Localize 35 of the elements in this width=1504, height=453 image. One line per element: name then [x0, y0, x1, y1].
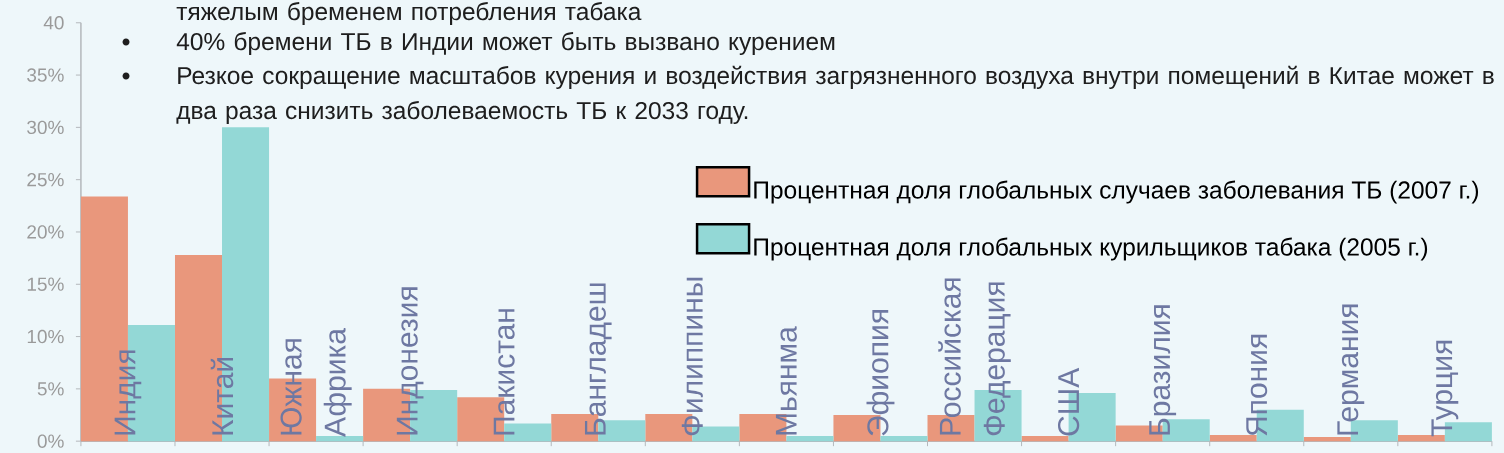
- x-tick-label: Индонезия: [396, 287, 424, 435]
- legend-label: Процентная доля глобальных случаев заболевания ТБ (2007 г.): [754, 180, 1479, 204]
- bar: [316, 435, 364, 442]
- x-tick-label: Пакистан: [493, 309, 515, 435]
- x-tick-label: Бангладеш: [584, 283, 612, 435]
- x-tick-label: Германия: [1337, 304, 1365, 435]
- y-tick-label: 20%: [27, 225, 64, 239]
- x-tick-label: Бразилия: [1149, 305, 1177, 435]
- x-tick-label: Индия: [114, 350, 142, 435]
- x-tick-label: Южная Африка: [280, 328, 352, 437]
- bar: [1209, 434, 1257, 442]
- x-tick-label: Япония: [1246, 334, 1268, 436]
- y-tick-label: 25%: [27, 172, 64, 187]
- bar: [1303, 436, 1351, 442]
- x-tick-label: Филиппины: [681, 277, 703, 436]
- bar: [786, 435, 834, 442]
- x-tick-label: Российская Федерация: [938, 278, 1011, 436]
- x-tick-label: Эфиопия: [866, 310, 895, 436]
- y-tick-label: 15%: [27, 277, 64, 291]
- y-tick-label: 5%: [37, 382, 64, 396]
- y-tick-label: 35%: [27, 68, 64, 82]
- annotation: 40% бремени ТБ в Индии может быть вызвано курением: [176, 32, 835, 56]
- annotation: тяжелым бременем потребления табака: [176, 2, 642, 26]
- bar: [880, 435, 928, 442]
- x-tick-label: США: [1057, 367, 1080, 436]
- x-tick-label: Турция: [1431, 340, 1459, 437]
- x-tick-label: Мьянма: [775, 326, 797, 435]
- y-tick-label: 10%: [27, 329, 64, 344]
- y-tick-label: 30%: [27, 120, 64, 135]
- y-tick-label: 0%: [37, 434, 64, 448]
- bar: [1021, 435, 1069, 442]
- legend-label: Процентная доля глобальных курильщиков табака (2005 г.): [754, 237, 1428, 261]
- annotation: Резкое сокращение масштабов курения и воздействия загрязненного воздуха внутри помещений в Китае может в два раза снизить заболеваемость ТБ к 2033 году.: [176, 65, 1494, 125]
- x-tick-label: Китай: [210, 357, 234, 435]
- y-tick-label: 40: [43, 16, 64, 30]
